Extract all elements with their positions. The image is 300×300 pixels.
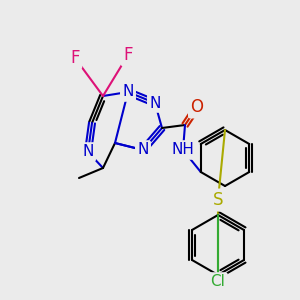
Text: N: N <box>82 145 94 160</box>
Text: Cl: Cl <box>211 274 225 290</box>
Text: S: S <box>213 191 223 209</box>
Text: F: F <box>123 46 133 64</box>
Text: N: N <box>122 85 134 100</box>
Text: N: N <box>149 95 161 110</box>
Text: F: F <box>70 49 80 67</box>
Text: N: N <box>137 142 149 158</box>
Text: NH: NH <box>172 142 194 158</box>
Text: O: O <box>190 98 203 116</box>
